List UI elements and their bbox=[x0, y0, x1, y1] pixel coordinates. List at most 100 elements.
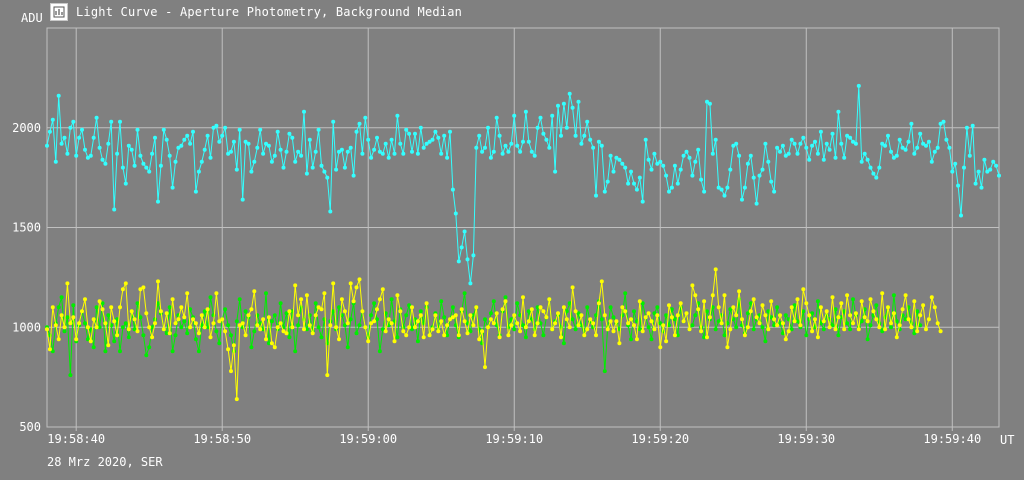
series-point bbox=[302, 327, 306, 332]
series-point bbox=[109, 119, 114, 124]
series-point bbox=[561, 101, 566, 106]
series-point bbox=[722, 293, 727, 298]
series-point bbox=[252, 329, 257, 334]
series-point bbox=[512, 327, 517, 332]
series-point bbox=[506, 333, 511, 338]
series-point bbox=[357, 277, 362, 282]
series-point bbox=[596, 301, 601, 306]
series-point bbox=[83, 321, 87, 326]
series-point bbox=[722, 333, 727, 338]
series-point bbox=[757, 173, 762, 178]
series-point bbox=[982, 157, 987, 162]
series-point bbox=[550, 327, 555, 332]
series-point bbox=[897, 323, 902, 328]
series-point bbox=[573, 327, 578, 332]
series-point bbox=[53, 323, 58, 328]
series-point bbox=[389, 137, 394, 142]
series-point bbox=[491, 299, 496, 304]
series-point bbox=[167, 305, 172, 310]
series-point bbox=[521, 139, 525, 144]
series-point bbox=[669, 315, 674, 320]
series-point bbox=[889, 149, 893, 154]
series-point bbox=[278, 301, 283, 306]
series-point bbox=[994, 163, 999, 168]
series-point bbox=[862, 315, 867, 320]
series-point bbox=[792, 319, 797, 324]
series-point bbox=[655, 305, 660, 310]
series-point bbox=[737, 289, 742, 294]
series-point bbox=[53, 159, 58, 164]
series-point bbox=[231, 343, 236, 348]
series-point bbox=[287, 131, 292, 136]
series-point bbox=[737, 153, 742, 158]
series-point bbox=[284, 149, 289, 154]
series-point bbox=[164, 311, 169, 316]
series-point bbox=[112, 339, 117, 344]
series-point bbox=[164, 331, 169, 336]
series-point bbox=[842, 155, 847, 160]
series-point bbox=[745, 161, 750, 166]
series-point bbox=[886, 305, 890, 310]
series-point bbox=[167, 153, 172, 158]
series-point bbox=[862, 151, 867, 156]
series-point bbox=[523, 325, 528, 330]
series-point bbox=[304, 327, 309, 332]
series-point bbox=[237, 297, 242, 302]
series-point bbox=[623, 291, 628, 296]
series-point bbox=[976, 169, 981, 174]
series-point bbox=[421, 145, 426, 150]
series-point bbox=[407, 131, 412, 136]
series-point bbox=[769, 299, 774, 304]
series-point bbox=[360, 151, 365, 156]
series-point bbox=[223, 307, 228, 312]
series-point bbox=[100, 301, 105, 306]
series-point bbox=[725, 185, 730, 190]
series-point bbox=[307, 137, 312, 142]
series-point bbox=[678, 167, 683, 172]
series-point bbox=[728, 307, 733, 312]
series-point bbox=[272, 345, 277, 350]
series-point bbox=[202, 309, 207, 314]
series-point bbox=[234, 319, 239, 324]
series-point bbox=[623, 165, 628, 170]
series-point bbox=[223, 329, 228, 334]
series-point bbox=[509, 323, 514, 328]
series-point bbox=[150, 335, 155, 340]
series-point bbox=[804, 333, 809, 338]
series-point bbox=[751, 327, 756, 332]
series-point bbox=[243, 139, 248, 144]
series-point bbox=[354, 331, 359, 336]
series-point bbox=[515, 301, 520, 306]
series-point bbox=[815, 335, 820, 340]
series-point bbox=[150, 325, 155, 330]
series-point bbox=[59, 141, 64, 146]
series-point bbox=[319, 307, 324, 312]
series-point bbox=[281, 329, 286, 334]
series-point bbox=[120, 325, 125, 330]
series-point bbox=[997, 173, 1001, 178]
series-point bbox=[322, 169, 327, 174]
series-point bbox=[50, 349, 55, 354]
series-point bbox=[141, 161, 146, 166]
series-point bbox=[182, 319, 187, 324]
series-point bbox=[804, 145, 809, 150]
series-point bbox=[486, 125, 490, 130]
series-point bbox=[176, 145, 181, 150]
series-point bbox=[523, 335, 528, 340]
series-point bbox=[967, 153, 972, 158]
series-point bbox=[401, 329, 406, 334]
series-point bbox=[56, 337, 61, 342]
series-point bbox=[909, 325, 914, 330]
series-point bbox=[445, 155, 450, 160]
series-point bbox=[138, 315, 143, 320]
series-point bbox=[915, 309, 920, 314]
series-point bbox=[526, 139, 531, 144]
series-point bbox=[614, 319, 619, 324]
series-point bbox=[182, 137, 187, 142]
series-point bbox=[632, 323, 636, 328]
series-point bbox=[959, 213, 963, 218]
series-point bbox=[579, 313, 584, 318]
series-point bbox=[144, 311, 149, 316]
series-point bbox=[339, 147, 344, 152]
series-point bbox=[156, 279, 160, 284]
